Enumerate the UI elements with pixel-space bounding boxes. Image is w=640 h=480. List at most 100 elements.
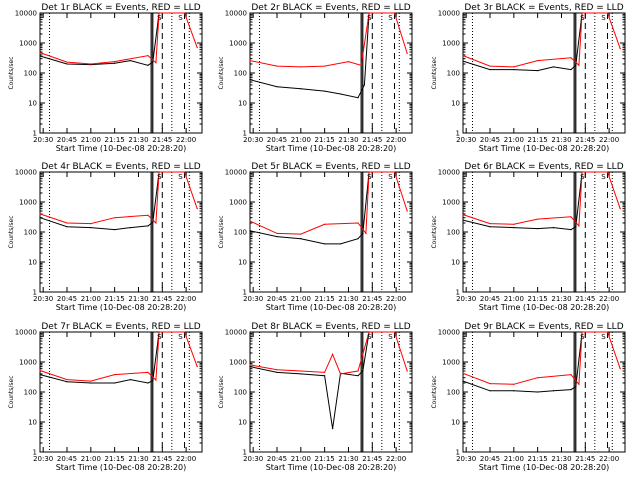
- y-tick-label: 1000: [19, 199, 37, 207]
- annotation-label: S: [367, 173, 372, 181]
- annotation-label: S: [178, 333, 183, 341]
- y-tick-label: 10000: [438, 329, 460, 337]
- x-tick-label: 21:30: [128, 295, 148, 303]
- x-axis-label: Start Time (10-Dec-08 20:28:20): [479, 303, 610, 312]
- x-tick-label: 21:45: [362, 136, 382, 144]
- y-tick-label: 10: [451, 259, 460, 267]
- data-point: [578, 64, 580, 66]
- y-tick-label: 100: [234, 70, 247, 78]
- data-point: [362, 370, 364, 372]
- y-tick-label: 1: [243, 289, 247, 297]
- x-tick-label: 21:30: [128, 136, 148, 144]
- x-tick-label: 22:00: [599, 455, 619, 463]
- y-tick-label: 100: [24, 389, 37, 397]
- data-point: [570, 57, 572, 59]
- x-tick-label: 21:00: [504, 136, 524, 144]
- x-tick-label: 20:45: [480, 295, 500, 303]
- annotation-label: S: [388, 173, 393, 181]
- y-tick-label: 10: [238, 100, 247, 108]
- x-tick-label: 20:45: [57, 295, 77, 303]
- y-tick-label: 10: [451, 100, 460, 108]
- panel-title: Det 6r BLACK = Events, RED = LLD: [464, 162, 623, 172]
- y-axis-label: Counts/sec: [218, 56, 225, 89]
- series-line-events: [39, 331, 160, 384]
- data-point: [147, 214, 149, 216]
- data-point: [339, 243, 342, 245]
- y-tick-label: 1000: [229, 359, 247, 367]
- y-tick-label: 10: [28, 419, 37, 427]
- x-tick-label: 20:30: [243, 295, 263, 303]
- y-tick-label: 10000: [15, 329, 37, 337]
- data-point: [196, 47, 198, 49]
- y-tick-label: 1: [243, 130, 247, 138]
- x-axis-label: Start Time (10-Dec-08 20:28:20): [56, 303, 187, 312]
- annotation-label: S: [580, 14, 585, 22]
- data-point: [489, 65, 491, 67]
- data-point: [300, 233, 302, 235]
- series-line-lld: [39, 12, 198, 65]
- data-point: [324, 90, 326, 92]
- x-axis-label: Start Time (10-Dec-08 20:28:20): [479, 463, 610, 472]
- annotation-label: S: [157, 14, 162, 22]
- data-point: [276, 65, 278, 67]
- x-axis-label: Start Time (10-Dec-08 20:28:20): [266, 303, 397, 312]
- data-point: [606, 12, 609, 14]
- data-point: [606, 171, 609, 173]
- data-point: [513, 223, 515, 225]
- y-tick-label: 1000: [229, 199, 247, 207]
- data-point: [360, 64, 362, 66]
- data-point: [462, 60, 464, 62]
- data-point: [406, 370, 408, 372]
- data-point: [575, 64, 577, 66]
- x-axis-label: Start Time (10-Dec-08 20:28:20): [266, 463, 397, 472]
- data-point: [249, 230, 251, 232]
- y-axis-label: Counts/sec: [218, 375, 225, 408]
- panel-det-1r: Det 1r BLACK = Events, RED = LLD 1 10 100 10…: [8, 3, 203, 153]
- y-tick-label: 10: [238, 259, 247, 267]
- x-tick-label: 20:45: [57, 455, 77, 463]
- panel-det-5r: Det 5r BLACK = Events, RED = LLD 1 10 100 10…: [218, 162, 413, 312]
- data-point: [90, 227, 92, 229]
- data-point: [393, 171, 396, 173]
- series-line-lld: [462, 171, 621, 228]
- x-tick-label: 22:00: [599, 295, 619, 303]
- data-point: [606, 331, 609, 333]
- x-tick-label: 22:00: [176, 455, 196, 463]
- data-point: [152, 61, 154, 63]
- data-point: [196, 208, 198, 210]
- panel-det-8r: Det 8r BLACK = Events, RED = LLD 1 10 100 10…: [218, 322, 413, 472]
- data-point: [357, 238, 359, 240]
- annotation-label: S: [178, 173, 183, 181]
- x-tick-label: 20:45: [57, 136, 77, 144]
- data-point: [90, 63, 92, 65]
- data-point: [324, 371, 326, 374]
- data-point: [114, 374, 116, 376]
- data-point: [114, 62, 116, 64]
- x-tick-label: 21:30: [551, 455, 571, 463]
- data-point: [155, 222, 157, 224]
- x-tick-label: 20:30: [456, 136, 476, 144]
- data-point: [537, 70, 539, 72]
- y-tick-label: 10000: [15, 10, 37, 18]
- data-point: [90, 382, 92, 384]
- data-point: [513, 383, 515, 385]
- data-point: [406, 210, 408, 212]
- data-point: [462, 380, 464, 382]
- data-point: [249, 364, 251, 366]
- data-point: [462, 219, 464, 221]
- x-tick-label: 22:00: [386, 295, 406, 303]
- x-tick-label: 20:30: [456, 295, 476, 303]
- panel-title: Det 9r BLACK = Events, RED = LLD: [464, 322, 623, 332]
- data-point: [300, 238, 302, 240]
- x-tick-label: 21:15: [105, 455, 125, 463]
- data-point: [129, 227, 132, 229]
- x-tick-label: 21:45: [575, 295, 595, 303]
- y-tick-label: 10000: [225, 169, 247, 177]
- data-point: [66, 381, 68, 383]
- data-point: [570, 374, 572, 376]
- plot-frame: [39, 12, 203, 134]
- data-point: [39, 374, 41, 376]
- data-point: [339, 93, 342, 95]
- x-tick-label: 20:45: [267, 295, 287, 303]
- annotation-label: S: [601, 14, 606, 22]
